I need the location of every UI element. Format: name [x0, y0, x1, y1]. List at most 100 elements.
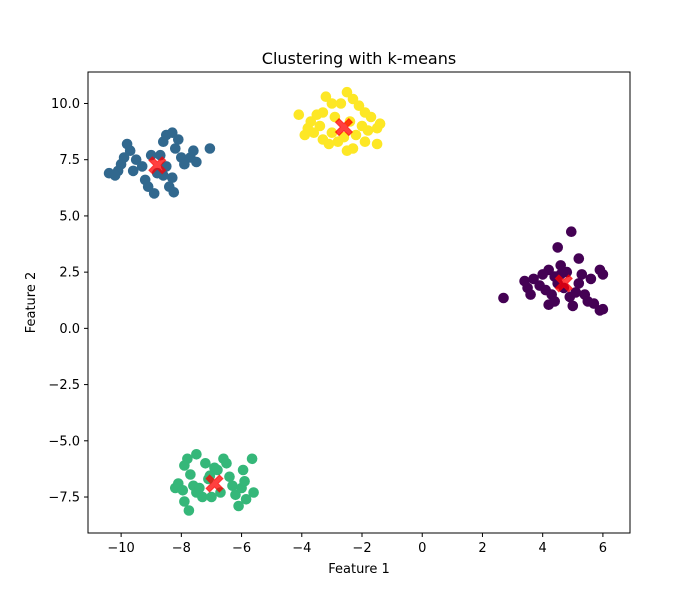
- centroid-marker-1: [148, 156, 167, 175]
- data-point-cluster-1: [173, 134, 184, 145]
- data-point-cluster-2: [224, 471, 235, 483]
- data-point-cluster-2: [194, 482, 205, 494]
- y-tick-label: −2.5: [48, 378, 80, 393]
- data-point-cluster-0: [597, 269, 609, 280]
- data-point-cluster-1: [204, 143, 216, 154]
- data-point-cluster-3: [326, 127, 338, 138]
- data-point-cluster-2: [237, 464, 249, 476]
- data-point-cluster-0: [528, 273, 539, 285]
- y-axis-title: Feature 2: [24, 272, 39, 334]
- data-point-cluster-0: [537, 269, 548, 280]
- data-point-cluster-3: [362, 125, 374, 136]
- centroid-marker-2: [205, 474, 224, 493]
- data-point-cluster-0: [498, 292, 509, 304]
- data-point-cluster-3: [353, 100, 365, 111]
- x-tick-label: 2: [478, 541, 486, 556]
- data-point-cluster-0: [549, 296, 560, 307]
- x-axis-title: Feature 1: [328, 562, 390, 577]
- data-point-cluster-2: [239, 476, 250, 487]
- data-point-cluster-3: [317, 134, 329, 145]
- data-point-cluster-2: [206, 491, 217, 503]
- data-point-cluster-2: [209, 462, 220, 474]
- y-tick-label: 5.0: [59, 209, 80, 224]
- data-point-cluster-2: [233, 500, 244, 512]
- data-point-cluster-3: [293, 109, 305, 120]
- data-point-cluster-0: [588, 298, 600, 309]
- data-point-cluster-2: [191, 449, 202, 460]
- data-point-cluster-2: [183, 505, 195, 516]
- data-point-cluster-3: [374, 118, 386, 129]
- data-point-cluster-0: [552, 242, 563, 253]
- data-point-cluster-2: [177, 485, 189, 496]
- data-point-cluster-2: [246, 453, 258, 465]
- x-tick-label: −10: [107, 541, 134, 556]
- data-point-cluster-3: [341, 86, 353, 98]
- data-point-cluster-0: [570, 287, 582, 298]
- data-point-cluster-3: [314, 120, 326, 132]
- data-point-cluster-3: [317, 107, 329, 118]
- data-point-cluster-0: [567, 300, 579, 312]
- data-point-cluster-3: [335, 98, 347, 109]
- centroids-layer: [148, 117, 574, 493]
- data-point-cluster-3: [371, 138, 383, 150]
- data-point-cluster-2: [185, 469, 196, 480]
- y-ticks: −7.5 −5.0 −2.5 0.0 2.5 5.0 7.5 10.0: [48, 97, 88, 506]
- points-layer: [103, 86, 609, 516]
- data-point-cluster-0: [585, 273, 597, 285]
- data-point-cluster-1: [188, 145, 199, 156]
- plot-frame: [87, 71, 631, 534]
- data-point-cluster-0: [525, 289, 536, 300]
- data-point-cluster-0: [519, 275, 530, 287]
- data-point-cluster-2: [227, 480, 238, 492]
- data-point-cluster-0: [566, 226, 577, 237]
- data-point-cluster-3: [299, 129, 311, 141]
- data-point-cluster-0: [576, 269, 588, 280]
- data-point-cluster-1: [168, 187, 180, 198]
- data-point-cluster-3: [350, 129, 362, 141]
- data-point-cluster-1: [127, 165, 139, 177]
- x-tick-label: −6: [232, 541, 251, 556]
- data-point-cluster-1: [167, 127, 178, 138]
- data-point-cluster-1: [109, 170, 121, 181]
- data-point-cluster-3: [359, 136, 371, 147]
- x-tick-label: −2: [352, 541, 371, 556]
- data-point-cluster-3: [365, 111, 377, 123]
- data-point-cluster-2: [179, 460, 190, 471]
- data-point-cluster-0: [573, 253, 585, 264]
- data-point-cluster-3: [305, 116, 317, 127]
- centroid-marker-0: [554, 274, 574, 293]
- data-point-cluster-1: [170, 143, 181, 154]
- data-point-cluster-1: [191, 156, 202, 168]
- data-point-cluster-3: [341, 145, 353, 156]
- chart-title: Clustering with k-means: [262, 49, 456, 68]
- x-tick-label: 0: [418, 541, 426, 556]
- y-tick-label: 0.0: [59, 322, 80, 337]
- y-tick-label: −5.0: [48, 434, 80, 449]
- x-tick-label: 4: [539, 541, 547, 556]
- data-point-cluster-1: [167, 172, 178, 183]
- data-point-cluster-1: [136, 161, 148, 172]
- y-tick-label: −7.5: [48, 491, 80, 506]
- data-point-cluster-1: [124, 145, 136, 156]
- data-point-cluster-3: [326, 98, 338, 109]
- x-ticks: −10 −8 −6 −4 −2 0 2 4 6: [107, 533, 607, 556]
- data-point-cluster-0: [555, 260, 566, 271]
- data-point-cluster-3: [338, 131, 350, 143]
- data-point-cluster-2: [200, 458, 211, 469]
- data-point-cluster-1: [148, 188, 160, 199]
- data-point-cluster-2: [230, 489, 241, 501]
- x-tick-label: 6: [599, 541, 607, 556]
- y-tick-label: 7.5: [59, 153, 80, 168]
- x-tick-label: −8: [172, 541, 191, 556]
- data-point-cluster-2: [240, 494, 252, 505]
- data-point-cluster-0: [573, 278, 585, 289]
- data-point-cluster-2: [179, 496, 190, 507]
- data-point-cluster-2: [248, 487, 259, 498]
- y-tick-label: 2.5: [59, 266, 80, 281]
- data-point-cluster-2: [197, 491, 208, 503]
- centroid-marker-3: [334, 117, 354, 137]
- data-point-cluster-0: [597, 303, 609, 315]
- data-point-cluster-3: [320, 91, 332, 102]
- x-tick-label: −4: [292, 541, 311, 556]
